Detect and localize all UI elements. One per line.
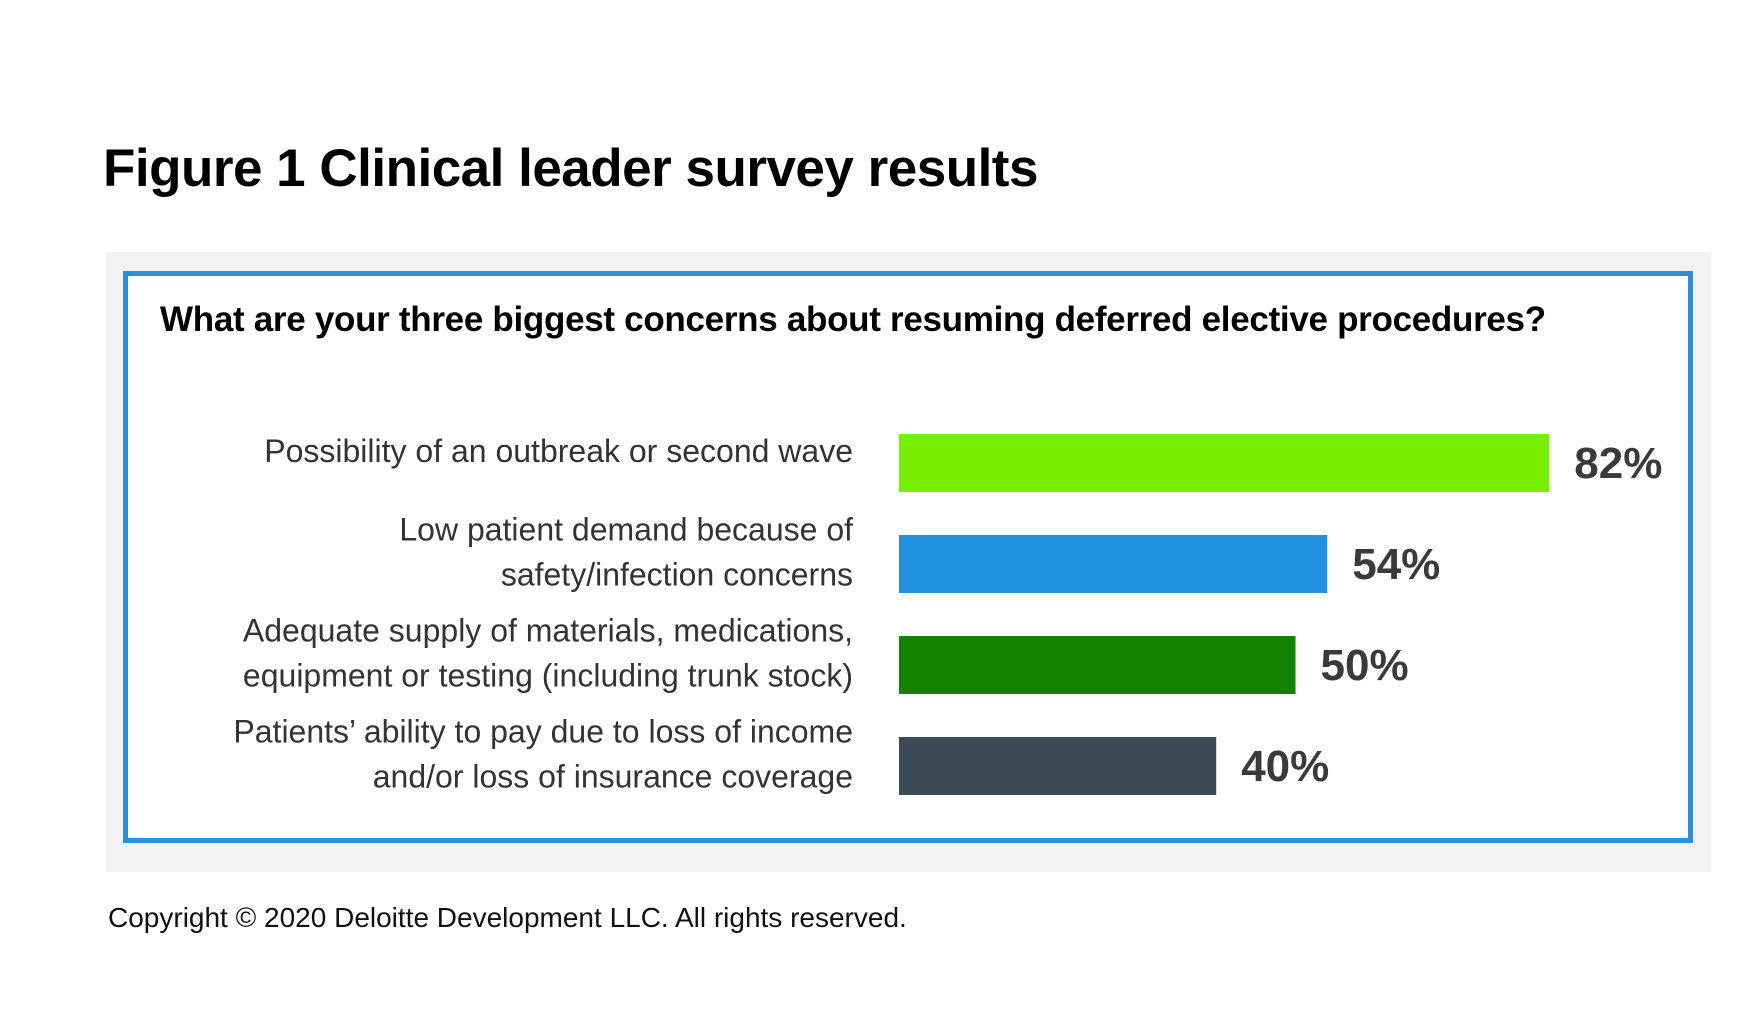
category-label-2: Low patient demand because of safety/infe… (399, 512, 853, 593)
value-label-2: 54% (1352, 540, 1440, 589)
category-label-3: Adequate supply of materials, medication… (243, 613, 853, 694)
chart-question-title: What are your three biggest concerns abo… (160, 300, 1546, 339)
category-label-1: Possibility of an outbreak or second wav… (264, 433, 853, 469)
copyright-notice: Copyright © 2020 Deloitte Development LL… (108, 902, 907, 933)
bar-1 (899, 434, 1550, 492)
value-label-3: 50% (1321, 641, 1409, 690)
bar-4 (899, 737, 1217, 795)
figure-title: Figure 1 Clinical leader survey results (103, 139, 1038, 198)
bar-2 (899, 535, 1328, 593)
value-label-1: 82% (1574, 439, 1662, 488)
category-label-4: Patients’ ability to pay due to loss of … (233, 714, 853, 795)
value-label-4: 40% (1241, 742, 1329, 791)
bar-3 (899, 636, 1296, 694)
